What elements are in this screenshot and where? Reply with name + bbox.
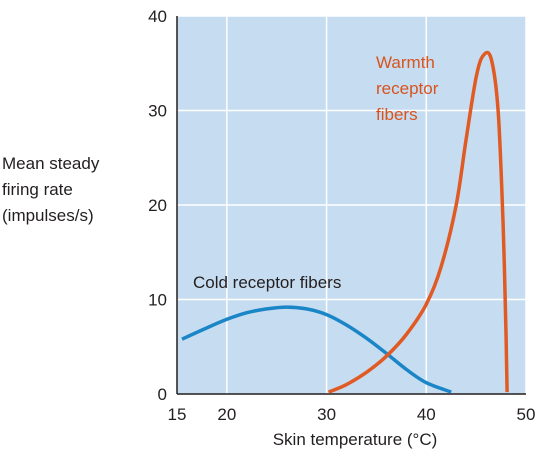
y-tick-label-4: 40 (148, 7, 167, 26)
x-tick-label-4: 50 (517, 405, 536, 424)
x-tick-label-3: 40 (417, 405, 436, 424)
warm-series-label-line-2: receptor (376, 79, 439, 98)
x-tick-label-2: 30 (317, 405, 336, 424)
y-axis-label-line-3: (impulses/s) (2, 206, 94, 225)
warm-series-label-line-1: Warmth (376, 53, 435, 72)
y-tick-label-0: 0 (158, 385, 167, 404)
x-tick-label-1: 20 (217, 405, 236, 424)
x-tick-label-0: 15 (168, 405, 187, 424)
x-tick-labels: 15 20 30 40 50 (168, 405, 536, 424)
warm-series-label-line-3: fibers (376, 105, 418, 124)
y-axis-label-line-2: firing rate (2, 180, 73, 199)
y-axis-label-line-1: Mean steady (2, 154, 100, 173)
y-tick-label-3: 30 (148, 102, 167, 121)
y-tick-label-1: 10 (148, 291, 167, 310)
x-axis-label: Skin temperature (°C) (273, 430, 438, 449)
cold-series-label: Cold receptor fibers (193, 273, 341, 292)
y-tick-label-2: 20 (148, 196, 167, 215)
y-tick-labels: 0 10 20 30 40 (148, 7, 167, 404)
